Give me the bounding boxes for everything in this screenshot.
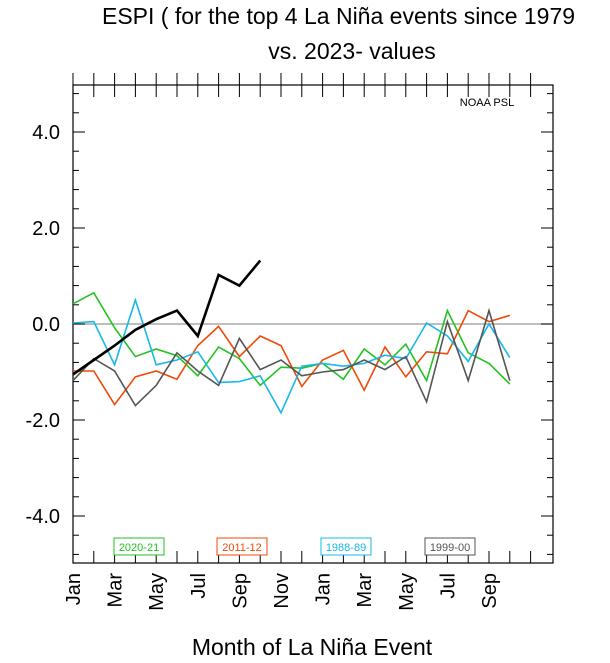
x-tick-label: Sep — [479, 573, 501, 609]
x-tick-label: Nov — [271, 573, 293, 609]
series-line-2020-21 — [72, 291, 511, 387]
x-tick-label: May — [146, 573, 168, 611]
y-axis: 4.0 2.0 0.0 -2.0 -4.0 — [26, 93, 553, 555]
y-tick-label: 2.0 — [32, 218, 60, 240]
x-tick-label: Jul — [437, 573, 459, 599]
series-line-2011-12 — [73, 309, 511, 407]
legend-box — [320, 537, 372, 556]
chart-subtitle: vs. 2023- values — [268, 38, 435, 64]
x-tick-label: Jan — [313, 573, 335, 605]
x-tick-label: Sep — [229, 573, 251, 609]
legend-box — [424, 537, 476, 556]
chart-title: ESPI ( for the top 4 La Niña events sinc… — [102, 3, 575, 29]
legend-label: 1999-00 — [430, 542, 470, 554]
x-tick-label: Jul — [188, 573, 210, 599]
y-tick-label: 4.0 — [32, 122, 60, 144]
series-line-2023- — [72, 259, 262, 376]
series-line-1988-89 — [72, 297, 511, 415]
x-tick-label: Mar — [354, 573, 376, 608]
series-layer — [72, 259, 511, 415]
y-tick-label: 0.0 — [32, 314, 60, 336]
x-tick-label: Jan — [63, 573, 85, 605]
x-axis-label: Month of La Niña Event — [192, 634, 433, 660]
legend-box — [113, 537, 165, 556]
y-tick-label: -4.0 — [26, 506, 60, 528]
legend-label: 2020-21 — [119, 542, 159, 554]
x-tick-label: May — [396, 573, 418, 611]
y-tick-label: -2.0 — [26, 410, 60, 432]
legend-box — [216, 537, 268, 556]
legend-label: 2011-12 — [222, 542, 262, 554]
legend: 2020-21 2011-12 1988-89 1999-00 — [113, 537, 476, 556]
x-tick-label: Mar — [105, 573, 127, 608]
x-axis: Jan Mar May Jul Sep Nov Jan Mar May Jul Sep — [63, 73, 532, 611]
legend-label: 1988-89 — [326, 542, 366, 554]
series-line-1999-00 — [72, 307, 511, 407]
credit-label: NOAA PSL — [460, 97, 514, 109]
